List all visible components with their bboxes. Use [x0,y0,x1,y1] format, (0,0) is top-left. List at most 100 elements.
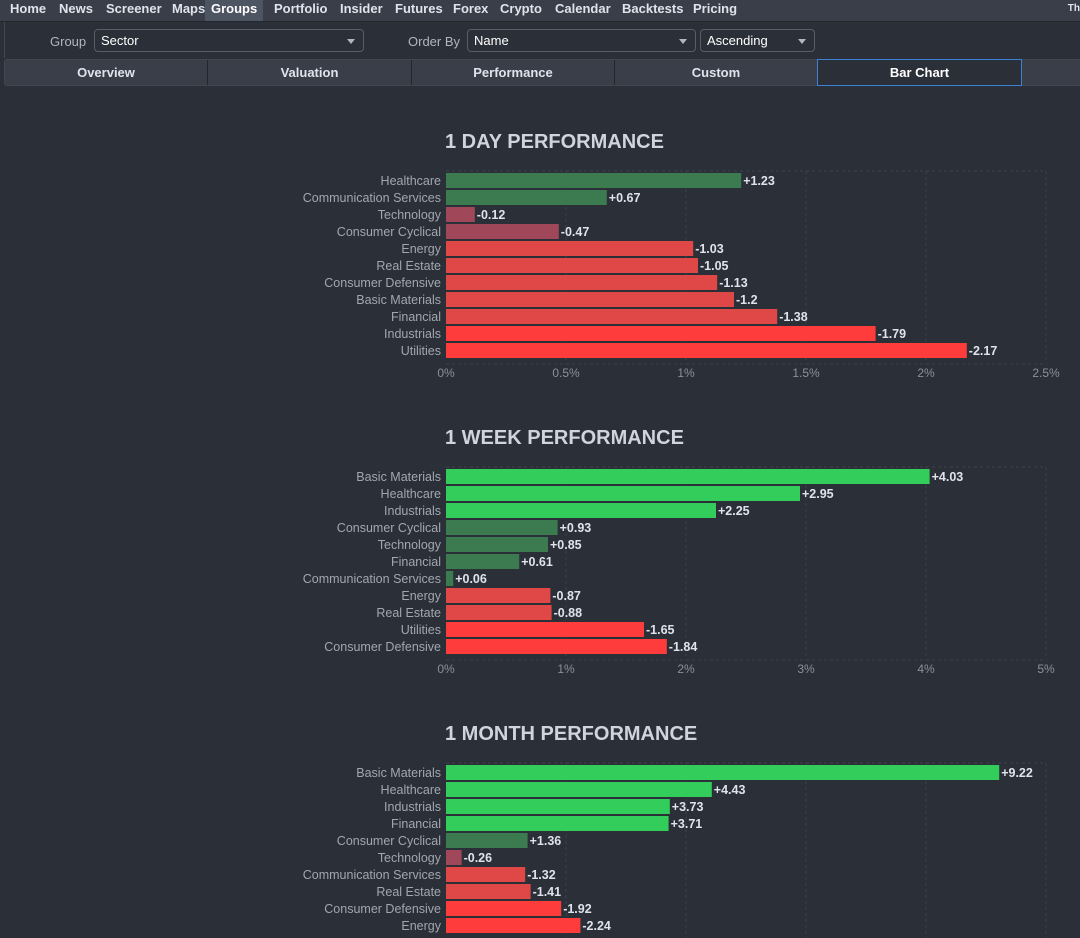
tab-valuation[interactable]: Valuation [208,60,412,85]
bar-value-label: -1.65 [646,623,675,637]
bar[interactable] [446,537,548,552]
bar[interactable] [446,309,778,324]
bar-value-label: -1.79 [878,327,907,341]
bar[interactable] [446,292,734,307]
bar-value-label: +0.93 [560,521,592,535]
order-by-select[interactable]: Name [467,29,696,52]
category-label: Industrials [384,504,441,518]
bar[interactable] [446,258,698,273]
category-label: Energy [401,589,441,603]
nav-calendar[interactable]: Calendar [555,1,611,16]
nav-futures[interactable]: Futures [395,1,443,16]
nav-maps[interactable]: Maps [172,1,206,16]
x-tick-label: 5% [1037,662,1055,676]
order-direction-select[interactable]: Ascending [700,29,815,52]
tab-overview[interactable]: Overview [5,60,208,85]
bar[interactable] [446,207,475,222]
bar-value-label: -0.12 [477,208,506,222]
order-by-label: Order By [408,34,461,49]
bar[interactable] [446,765,1000,780]
bar[interactable] [446,782,712,797]
category-label: Consumer Cyclical [337,834,441,848]
bar-value-label: -1.41 [533,885,562,899]
bar[interactable] [446,622,644,637]
category-label: Basic Materials [356,293,441,307]
bar-value-label: -1.13 [719,276,748,290]
bar[interactable] [446,554,520,569]
bar[interactable] [446,901,562,916]
nav-crypto[interactable]: Crypto [500,1,542,16]
bar-value-label: -2.24 [582,919,611,933]
x-tick-label: 1% [557,662,575,676]
bar[interactable] [446,275,718,290]
nav-pricing[interactable]: Pricing [693,1,738,16]
nav-groups[interactable]: Groups [205,0,264,21]
bar[interactable] [446,850,462,865]
category-label: Real Estate [376,606,441,620]
bar-value-label: -0.87 [552,589,581,603]
bar[interactable] [446,173,742,188]
nav-insider[interactable]: Insider [340,1,383,16]
top-navigation: Home News Screener Maps Groups Portfolio… [0,0,1080,22]
bar[interactable] [446,326,876,341]
bar[interactable] [446,816,669,831]
category-label: Healthcare [381,783,441,797]
bar-value-label: -2.17 [969,344,998,358]
bar[interactable] [446,884,531,899]
bar[interactable] [446,469,930,484]
bar[interactable] [446,486,800,501]
bar[interactable] [446,833,528,848]
bar[interactable] [446,343,967,358]
category-label: Financial [391,817,441,831]
bar[interactable] [446,799,670,814]
bar[interactable] [446,605,552,620]
bar-value-label: +4.43 [714,783,746,797]
nav-portfolio[interactable]: Portfolio [274,1,328,16]
nav-home[interactable]: Home [10,1,47,16]
bar[interactable] [446,190,607,205]
category-label: Technology [378,538,442,552]
tab-performance[interactable]: Performance [412,60,615,85]
category-label: Industrials [384,800,441,814]
nav-forex[interactable]: Forex [453,1,489,16]
bar-value-label: +1.23 [743,174,775,188]
bar[interactable] [446,918,581,933]
tab-bar-chart[interactable]: Bar Chart [817,59,1022,86]
bar-value-label: +0.06 [455,572,487,586]
chart-title-1-month: 1 MONTH PERFORMANCE [445,723,698,745]
bar[interactable] [446,867,526,882]
x-tick-label: 1.5% [792,366,820,380]
bar[interactable] [446,241,694,256]
group-select[interactable]: Sector [94,29,364,52]
x-tick-label: 0% [437,662,455,676]
nav-news[interactable]: News [59,1,93,16]
category-label: Energy [401,919,441,933]
nav-backtests[interactable]: Backtests [622,1,684,16]
category-label: Consumer Cyclical [337,521,441,535]
bar[interactable] [446,224,559,239]
category-label: Real Estate [376,885,441,899]
tab-custom[interactable]: Custom [615,60,818,85]
chart-title-1-day: 1 DAY PERFORMANCE [445,131,664,153]
bar[interactable] [446,520,558,535]
bar[interactable] [446,588,551,603]
bar[interactable] [446,503,716,518]
bar[interactable] [446,639,667,654]
bar-value-label: -1.05 [700,259,729,273]
category-label: Technology [378,208,442,222]
bar-value-label: +3.71 [671,817,703,831]
bar-value-label: -0.88 [554,606,583,620]
nav-truncated-text: Th [1067,3,1080,14]
nav-screener[interactable]: Screener [106,1,162,16]
category-label: Communication Services [303,572,441,586]
bar-value-label: -0.47 [561,225,590,239]
chart-title-1-week: 1 WEEK PERFORMANCE [445,427,684,449]
chart-1-month: Basic Materials +9.22 Healthcare +4.43 Indus… [303,762,1047,938]
group-select-value: Sector [101,33,139,48]
bar[interactable] [446,571,454,586]
category-label: Energy [401,242,441,256]
chart-1-day: 0% 0.5% 1% 1.5% 2% 2.5% Healthcare +1.23 Communi… [303,170,1060,380]
bar-value-label: +0.61 [521,555,553,569]
category-label: Consumer Cyclical [337,225,441,239]
bar-value-label: -0.26 [464,851,493,865]
